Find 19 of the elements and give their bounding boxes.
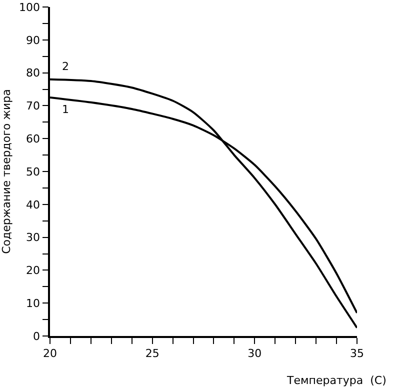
y-tick-label: 60 — [26, 132, 40, 146]
x-axis-title: Температура (С) — [286, 374, 386, 387]
y-tick-label: 20 — [26, 264, 40, 278]
x-tick-label: 35 — [350, 346, 364, 360]
y-tick-label: 40 — [26, 198, 40, 212]
x-tick-label: 25 — [145, 346, 160, 360]
y-tick-label: 70 — [26, 100, 40, 113]
y-tick-label: 100 — [19, 0, 40, 14]
y-tick-label: 90 — [26, 34, 40, 47]
y-axis-title: Содержание твердого жира — [0, 89, 13, 254]
x-tick-label: 30 — [248, 346, 262, 360]
series-label: 1 — [62, 103, 69, 116]
y-tick-label: 50 — [26, 165, 40, 178]
y-tick-label: 0 — [33, 330, 40, 343]
series-label: 2 — [62, 60, 69, 73]
y-tick-label: 30 — [26, 231, 40, 244]
y-tick-label: 80 — [26, 66, 40, 80]
x-tick-label: 20 — [43, 346, 57, 360]
y-tick-label: 10 — [26, 296, 40, 310]
